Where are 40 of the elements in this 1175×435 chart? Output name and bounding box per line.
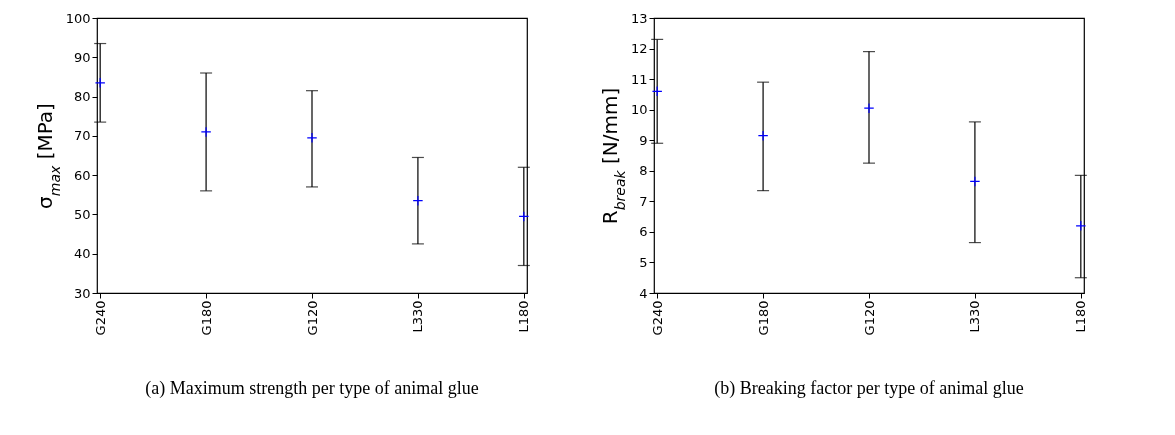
point [94, 77, 106, 89]
x-tick-label: L330 [410, 300, 426, 333]
y-tick-label: 6 [639, 224, 648, 240]
y-tick-label: 5 [639, 254, 648, 270]
x-tick-label: G120 [304, 300, 320, 336]
y-tick-label: 12 [630, 41, 648, 57]
y-tick-label: 40 [73, 246, 91, 262]
y-tick-label: 70 [73, 128, 91, 144]
y-tick-label: 10 [630, 102, 648, 118]
y-tick-label: 90 [73, 49, 91, 65]
y-tick-label: 100 [65, 10, 91, 26]
x-tick-label: G180 [755, 300, 771, 336]
y-tick-label: 30 [73, 285, 91, 301]
x-tick-label: G240 [92, 300, 108, 336]
y-tick-label: 8 [639, 163, 648, 179]
point [969, 176, 981, 187]
point [518, 211, 530, 222]
point [757, 130, 769, 141]
point [306, 132, 318, 144]
point [651, 85, 663, 97]
x-tick-label: G240 [649, 300, 665, 336]
text: (b) Breaking factor per type of animal glue [714, 377, 1024, 399]
point [863, 102, 875, 114]
y-tick-label: 7 [639, 193, 648, 209]
x-tick-label: G180 [198, 300, 214, 336]
y-tick-label: 4 [639, 285, 648, 301]
point [412, 195, 424, 207]
x-tick-label: L330 [967, 300, 983, 333]
y-tick-label: 11 [630, 71, 648, 87]
y-tick-label: 60 [73, 167, 91, 183]
point [200, 126, 212, 138]
point [1075, 220, 1087, 232]
x-tick-label: L180 [1073, 300, 1089, 333]
y-tick-label: 80 [73, 89, 91, 105]
text: (a) Maximum strength per type of animal glue [145, 377, 479, 399]
x-tick-label: G120 [861, 300, 877, 336]
y-tick-label: 50 [73, 206, 91, 222]
y-tick-label: 13 [630, 10, 648, 26]
x-tick-label: L180 [516, 300, 532, 333]
y-tick-label: 9 [639, 132, 648, 148]
